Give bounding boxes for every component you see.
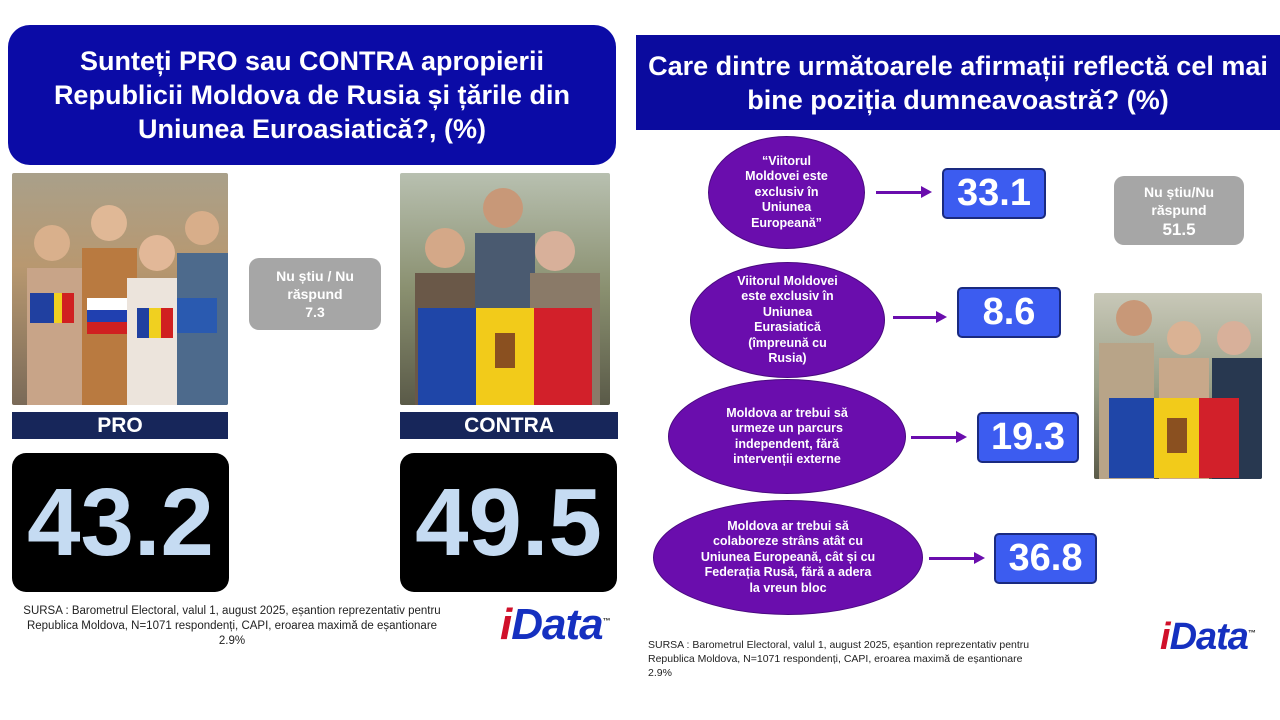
left-idata-logo: iData™ (500, 600, 611, 650)
value-box-4: 36.8 (994, 533, 1097, 584)
statement-ellipse-4: Moldova ar trebui să colaboreze strâns a… (653, 500, 923, 615)
logo-tm: ™ (602, 616, 611, 626)
dont-know-value: 7.3 (305, 304, 325, 320)
right-title: Care dintre următoarele afirmații reflec… (636, 35, 1280, 130)
arrow-icon (893, 311, 947, 323)
pro-photo (12, 173, 228, 405)
left-source-note: SURSA : Barometrul Electoral, valul 1, a… (23, 605, 441, 647)
value-box-2: 8.6 (957, 287, 1061, 338)
logo-data: Data (1169, 616, 1249, 658)
left-title: Sunteți PRO sau CONTRA apropierii Republ… (8, 25, 616, 165)
arrow-icon (876, 186, 932, 198)
right-dont-know-box: Nu știu/Nu răspund 51.5 (1114, 176, 1244, 245)
family-photo (1094, 293, 1262, 479)
contra-people-moldova-flag-image (415, 188, 600, 405)
pro-label: PRO (12, 412, 228, 439)
arrow-icon (911, 431, 967, 443)
logo-data: Data (511, 600, 603, 649)
right-idata-logo: iData™ (1160, 616, 1256, 659)
arrow-icon (929, 552, 985, 564)
contra-photo (400, 173, 610, 405)
contra-value: 49.5 (400, 453, 617, 592)
value-box-3: 19.3 (977, 412, 1079, 463)
statement-ellipse-3: Moldova ar trebui să urmeze un parcurs i… (668, 379, 906, 494)
dont-know-value: 51.5 (1162, 219, 1196, 239)
statement-ellipse-2: Viitorul Moldovei este exclusiv în Uniun… (690, 262, 885, 378)
right-source-note: SURSA : Barometrul Electoral, valul 1, a… (648, 639, 1030, 679)
logo-i: i (1160, 616, 1171, 658)
logo-tm: ™ (1247, 628, 1256, 638)
dont-know-label: Nu știu/Nu răspund (1144, 183, 1214, 218)
pro-people-flags-image (27, 205, 228, 405)
contra-label: CONTRA (400, 412, 618, 439)
statement-ellipse-1: “Viitorul Moldovei este exclusiv în Uniu… (708, 136, 865, 249)
family-moldova-flag-image (1099, 300, 1262, 479)
left-dont-know-box: Nu știu / Nu răspund 7.3 (249, 258, 381, 330)
pro-value: 43.2 (12, 453, 229, 592)
logo-i: i (500, 600, 512, 649)
value-box-1: 33.1 (942, 168, 1046, 219)
dont-know-label: Nu știu / Nu răspund (276, 268, 354, 302)
